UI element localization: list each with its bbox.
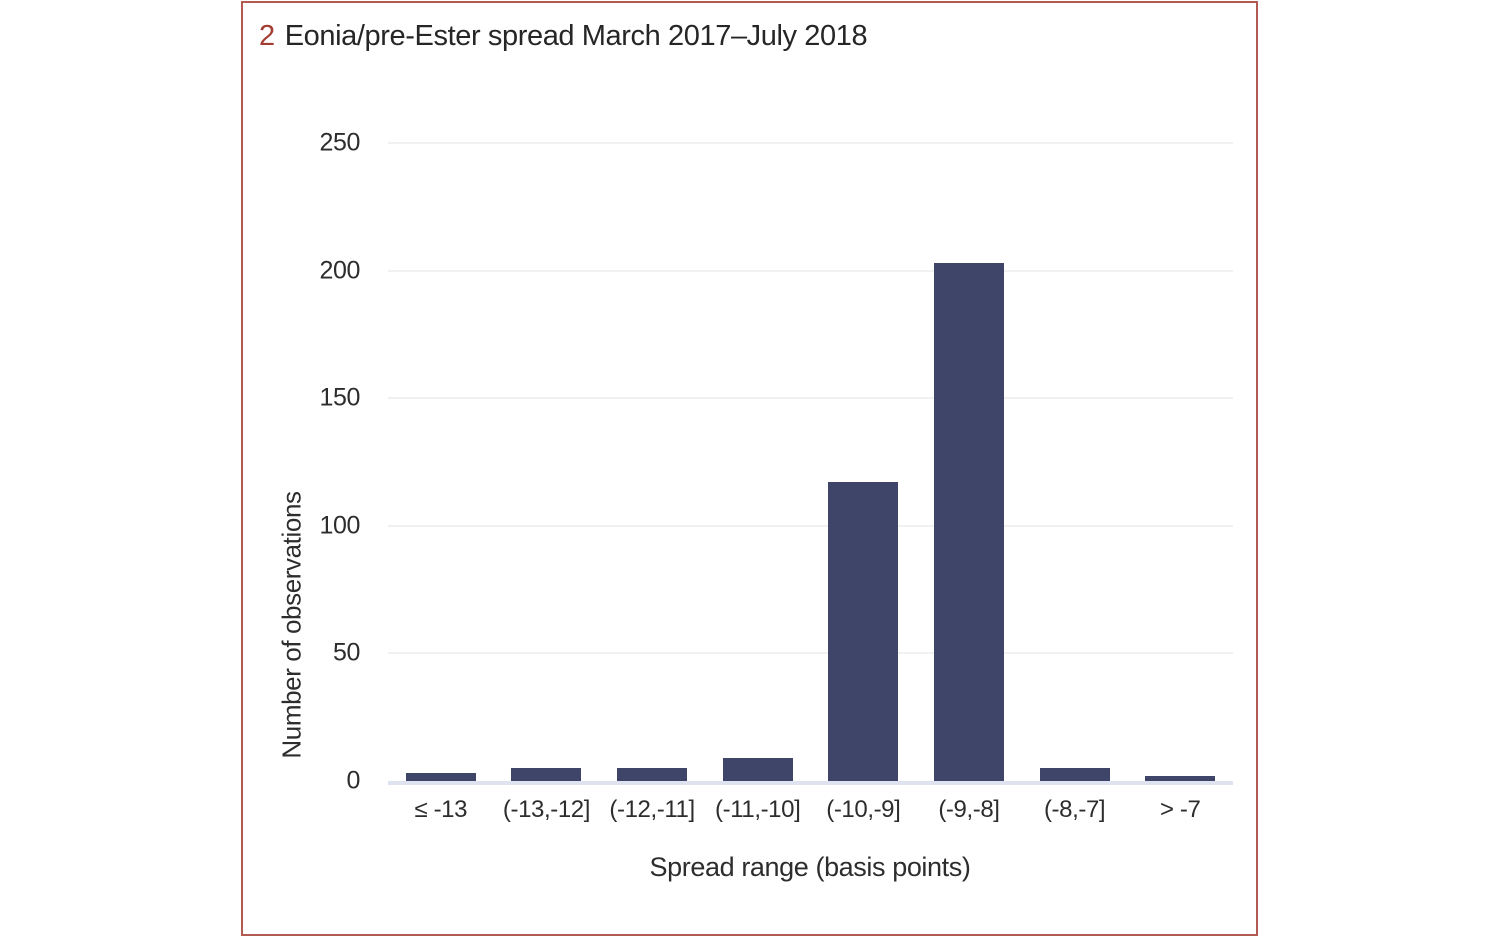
- y-tick-label-200: 200: [319, 256, 360, 285]
- x-axis-tick-labels: ≤ -13 (-13,-12] (-12,-11] (-11,-10] (-10,-9]…: [388, 796, 1233, 828]
- y-axis-tick-labels: 0 50 100 150 200 250: [243, 129, 360, 795]
- chart-title: 2 Eonia/pre-Ester spread March 2017–July …: [259, 19, 868, 53]
- bar-4: [828, 482, 899, 781]
- x-tick-label-4: (-10,-9]: [826, 796, 901, 823]
- gridline-50: [388, 652, 1233, 655]
- gridline-100: [388, 524, 1233, 527]
- bar-6: [1039, 768, 1110, 781]
- chart-panel: 2 Eonia/pre-Ester spread March 2017–July …: [241, 1, 1258, 936]
- x-tick-label-5: (-9,-8]: [938, 796, 1000, 823]
- bar-0: [405, 773, 476, 781]
- bar-5: [933, 262, 1004, 781]
- y-tick-label-100: 100: [319, 511, 360, 540]
- bar-1: [511, 768, 582, 781]
- y-tick-label-150: 150: [319, 383, 360, 412]
- x-tick-label-7: > -7: [1159, 796, 1201, 823]
- gridline-250: [388, 142, 1233, 144]
- x-tick-label-0: ≤ -13: [414, 796, 468, 823]
- x-axis-line: [388, 781, 1233, 785]
- x-axis-title: Spread range (basis points): [649, 852, 971, 882]
- x-tick-label-3: (-11,-10]: [715, 796, 801, 823]
- y-tick-label-250: 250: [319, 128, 360, 157]
- plot-area: [388, 142, 1233, 781]
- gridline-200: [388, 269, 1233, 272]
- x-tick-label-6: (-8,-7]: [1043, 796, 1106, 823]
- bar-3: [722, 758, 793, 781]
- x-tick-label-2: (-12,-11]: [609, 796, 695, 823]
- y-tick-label-50: 50: [332, 638, 360, 667]
- bar-2: [617, 768, 688, 781]
- chart-title-text: Eonia/pre-Ester spread March 2017–July 2…: [284, 20, 868, 52]
- y-tick-label-0: 0: [346, 766, 360, 795]
- gridline-150: [388, 397, 1233, 400]
- x-tick-label-1: (-13,-12]: [502, 796, 591, 823]
- bar-7: [1145, 775, 1216, 781]
- chart-number: 2: [259, 20, 275, 52]
